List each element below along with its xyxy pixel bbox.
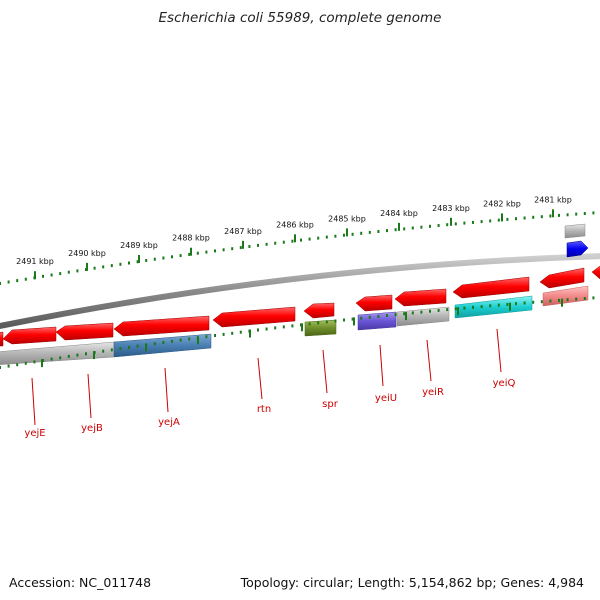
kbp-tick-label: 2484 kbp: [380, 209, 418, 218]
gene-label-yeiR[interactable]: yeiR: [422, 387, 444, 398]
kbp-tick-label: 2491 kbp: [16, 257, 54, 266]
gene-leader-line: [164, 367, 169, 413]
gene-leader-line: [426, 339, 432, 382]
cds-arrow: [212, 306, 296, 328]
feature-bar: [0, 341, 115, 365]
kbp-tick-label: 2482 kbp: [483, 199, 521, 208]
gene-leader-line: [496, 328, 502, 373]
feature-bar: [113, 333, 212, 358]
kbp-tick-label: 2485 kbp: [328, 214, 366, 223]
feature-bar: [304, 319, 337, 337]
gene-label-yeiU[interactable]: yeiU: [375, 393, 397, 404]
kbp-scale: 2491 kbp 2490 kbp 2489 kbp 2488 kbp 2487 kbp…: [16, 195, 572, 266]
lower-tick-track: [0, 296, 595, 369]
cds-arrow: [113, 315, 210, 337]
feature-bar: [542, 285, 589, 307]
kbp-tick-label: 2486 kbp: [276, 220, 314, 229]
genome-backbone: [0, 253, 600, 330]
gene-label-spr[interactable]: spr: [322, 399, 339, 410]
gene-leader-line: [322, 349, 328, 394]
cds-arrow: [355, 294, 393, 312]
feature-bar: [454, 295, 533, 319]
gene-leader-line: [379, 344, 384, 387]
cds-arrow: [539, 267, 585, 289]
kbp-tick-label: 2489 kbp: [120, 241, 158, 250]
gene-leader-line: [31, 377, 36, 426]
cds-arrow: [394, 288, 447, 307]
kbp-tick-label: 2490 kbp: [68, 249, 106, 258]
gene-label-rtn[interactable]: rtn: [257, 404, 271, 415]
gene-label-yejE[interactable]: yejE: [24, 428, 45, 439]
feature-bar: [564, 223, 586, 239]
upper-tick-track: [0, 209, 595, 285]
kbp-tick-label: 2487 kbp: [224, 227, 262, 236]
cds-arrow: [303, 302, 335, 319]
cds-arrow: [2, 326, 57, 345]
kbp-tick-label: 2488 kbp: [172, 234, 210, 243]
gene-leader-line: [87, 373, 92, 419]
forward-strand-track: [564, 223, 589, 258]
cds-track: [0, 265, 600, 347]
gene-label-yejB[interactable]: yejB: [81, 423, 103, 434]
feature-bar: [357, 311, 397, 331]
kbp-tick-label: 2481 kbp: [534, 195, 572, 204]
accession-label: Accession: NC_011748: [9, 575, 152, 590]
gene-labels: yejE yejB yejA rtn spr yeiU yeiR yeiQ: [24, 328, 516, 439]
feature-track: [0, 285, 589, 365]
gene-leader-line: [257, 357, 263, 400]
map-title: Escherichia coli 55989, complete genome: [158, 10, 442, 26]
gene-label-yeiQ[interactable]: yeiQ: [493, 378, 516, 389]
gene-label-yejA[interactable]: yejA: [158, 417, 180, 428]
cds-arrow: [0, 331, 4, 347]
cds-arrow: [452, 276, 530, 299]
genome-stats: Topology: circular; Length: 5,154,862 bp…: [240, 575, 584, 590]
kbp-tick-label: 2483 kbp: [432, 204, 470, 213]
cds-arrow: [591, 265, 600, 280]
cds-arrow: [566, 240, 589, 258]
cds-arrow: [55, 322, 114, 341]
feature-bar: [396, 306, 450, 327]
